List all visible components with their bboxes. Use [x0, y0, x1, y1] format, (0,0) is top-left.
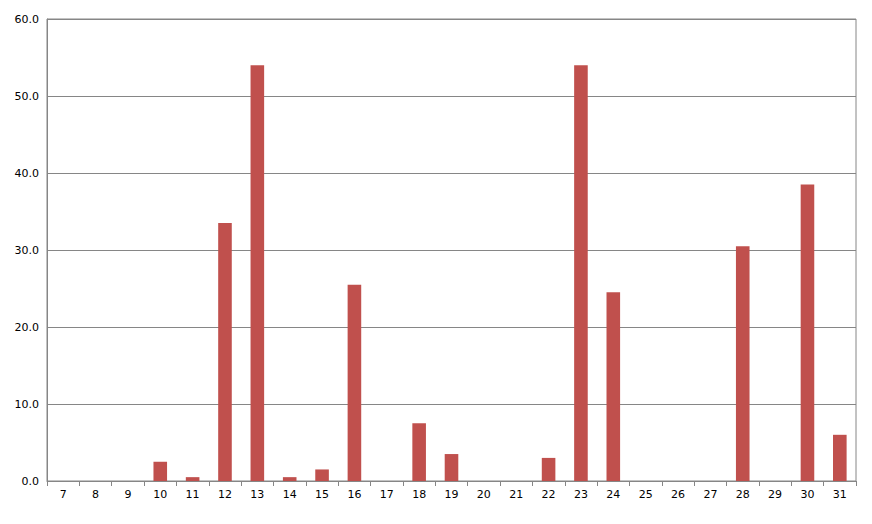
svg-text:28: 28 — [736, 488, 750, 501]
svg-text:31: 31 — [833, 488, 847, 501]
svg-text:13: 13 — [250, 488, 264, 501]
svg-text:0.0: 0.0 — [22, 475, 40, 488]
svg-text:24: 24 — [606, 488, 620, 501]
svg-text:26: 26 — [671, 488, 685, 501]
svg-text:60.0: 60.0 — [15, 13, 40, 26]
svg-text:10: 10 — [153, 488, 167, 501]
svg-text:30.0: 30.0 — [15, 244, 40, 257]
svg-text:40.0: 40.0 — [15, 167, 40, 180]
svg-text:20: 20 — [477, 488, 491, 501]
svg-text:20.0: 20.0 — [15, 321, 40, 334]
svg-text:8: 8 — [92, 488, 99, 501]
svg-text:15: 15 — [315, 488, 329, 501]
svg-text:18: 18 — [412, 488, 426, 501]
svg-text:12: 12 — [218, 488, 232, 501]
svg-text:11: 11 — [186, 488, 200, 501]
svg-text:10.0: 10.0 — [15, 398, 40, 411]
svg-text:14: 14 — [283, 488, 297, 501]
svg-text:9: 9 — [124, 488, 131, 501]
svg-text:25: 25 — [639, 488, 653, 501]
svg-text:7: 7 — [60, 488, 67, 501]
svg-text:19: 19 — [445, 488, 459, 501]
svg-text:23: 23 — [574, 488, 588, 501]
svg-text:27: 27 — [703, 488, 717, 501]
svg-text:29: 29 — [768, 488, 782, 501]
svg-text:30: 30 — [800, 488, 814, 501]
svg-text:16: 16 — [347, 488, 361, 501]
svg-text:17: 17 — [380, 488, 394, 501]
svg-text:21: 21 — [509, 488, 523, 501]
svg-text:50.0: 50.0 — [15, 90, 40, 103]
svg-text:22: 22 — [542, 488, 556, 501]
